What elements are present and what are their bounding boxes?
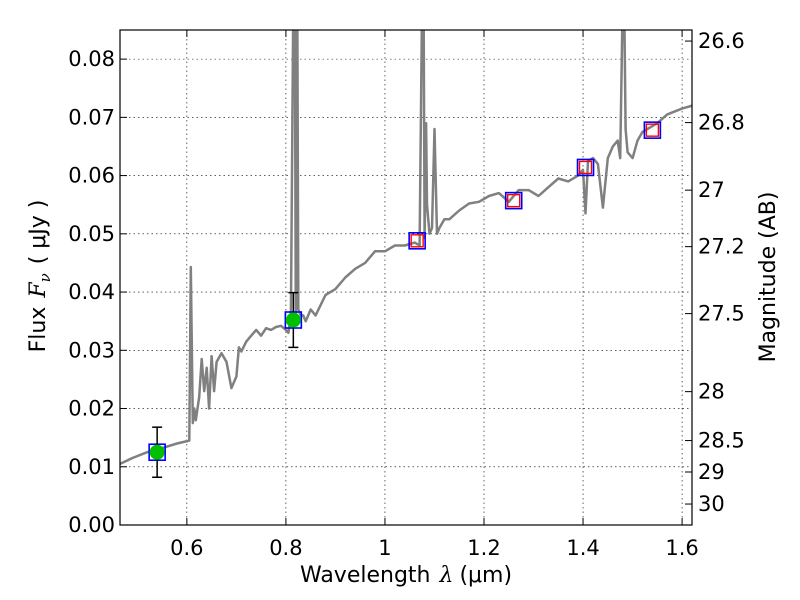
y2-tick-label: 27.2 xyxy=(698,235,745,259)
y-tick-labels: 0.00 0.01 0.02 0.03 0.04 0.05 0.06 0.07 0.08 xyxy=(68,47,115,537)
y-tick-label: 0.00 xyxy=(68,513,115,537)
model-point-inner xyxy=(507,193,521,208)
x-tick-label: 1.4 xyxy=(566,536,599,560)
data-layer xyxy=(120,30,692,466)
photometry-point xyxy=(149,444,165,460)
y2-tick-label: 30 xyxy=(698,492,725,516)
y-tick-label: 0.06 xyxy=(68,164,115,188)
photometry-point xyxy=(285,312,301,328)
plot-frame xyxy=(119,29,693,526)
x-tick-label: 1.2 xyxy=(467,536,500,560)
y2-tick-label: 28.5 xyxy=(698,429,745,453)
marker-layer xyxy=(148,121,662,478)
model-point xyxy=(643,121,662,139)
y-axis-label: FluxFν( μJy ) xyxy=(26,200,54,353)
plot-area xyxy=(120,30,692,525)
y-tick-label: 0.03 xyxy=(68,338,115,362)
model-point-inner xyxy=(578,160,593,175)
x-tick-label: 1 xyxy=(378,536,391,560)
x-tick-label: 1.6 xyxy=(665,536,698,560)
y-tick-label: 0.02 xyxy=(68,397,115,421)
y2-axis-label: Magnitude (AB) xyxy=(756,192,781,363)
y2-tick-labels: 26.6 26.8 27 27.2 27.5 28 28.5 29 30 xyxy=(698,29,745,516)
y-tick-label: 0.07 xyxy=(68,105,115,129)
model-point-inner xyxy=(645,123,660,137)
y-tick-label: 0.05 xyxy=(68,222,115,246)
x-axis-label: Wavelength λ (μm) xyxy=(300,563,512,588)
y-tick-label: 0.04 xyxy=(68,280,115,304)
model-point-inner xyxy=(410,234,424,248)
y-tick-label: 0.08 xyxy=(68,47,115,71)
model-point xyxy=(504,191,523,210)
y2-tick-label: 29 xyxy=(698,460,725,484)
y2-tick-label: 26.6 xyxy=(698,29,745,53)
y2-tick-label: 27 xyxy=(698,178,725,202)
y2-tick-label: 27.5 xyxy=(698,302,745,326)
y-tick-label: 0.01 xyxy=(68,455,115,479)
y2-tick-label: 28 xyxy=(698,380,725,404)
y2-tick-label: 26.8 xyxy=(698,111,745,135)
model-point xyxy=(408,232,426,250)
x-tick-labels: 0.6 0.8 1 1.2 1.4 1.6 xyxy=(170,536,699,560)
spectrum-line xyxy=(120,30,692,466)
model-point xyxy=(576,158,595,177)
x-tick-label: 0.6 xyxy=(170,536,203,560)
x-tick-label: 0.8 xyxy=(269,536,302,560)
tick-marks xyxy=(120,30,692,526)
